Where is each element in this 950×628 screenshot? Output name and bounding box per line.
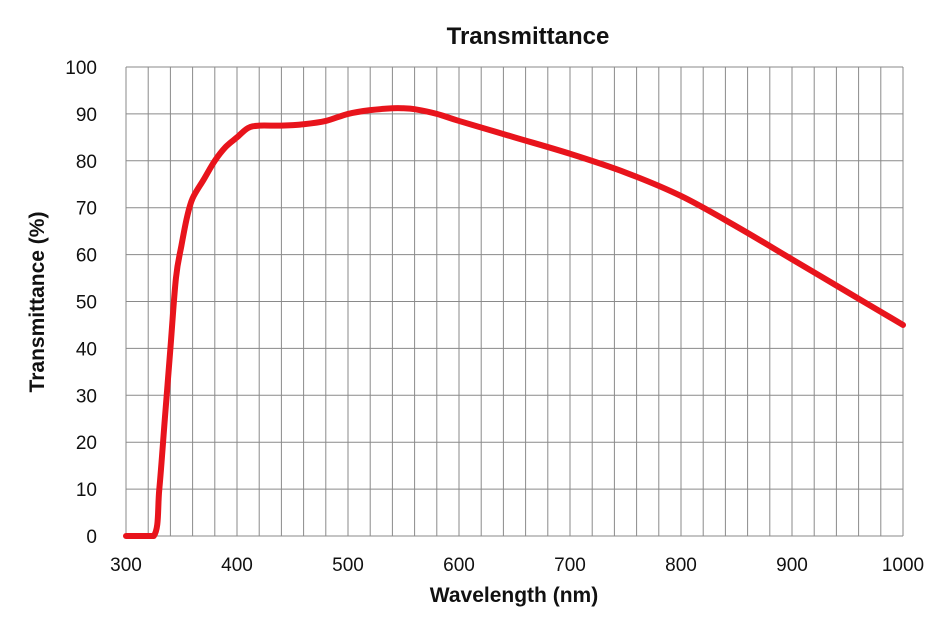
y-tick-label: 100 <box>65 58 97 79</box>
y-tick-label: 60 <box>76 246 97 267</box>
y-axis-ticks: 0 10 20 30 40 50 60 70 80 90 100 <box>65 58 97 548</box>
y-tick-label: 50 <box>76 293 97 314</box>
y-tick-label: 70 <box>76 199 97 220</box>
x-axis-ticks: 300 400 500 600 700 800 900 1000 <box>110 555 924 576</box>
x-axis-label: Wavelength (nm) <box>430 584 598 607</box>
x-tick-label: 300 <box>110 555 142 576</box>
grid <box>125 66 904 537</box>
x-tick-label: 600 <box>443 555 475 576</box>
chart-title: Transmittance <box>447 23 610 50</box>
x-tick-label: 800 <box>665 555 697 576</box>
x-tick-label: 400 <box>221 555 253 576</box>
y-tick-label: 30 <box>76 386 97 407</box>
y-tick-label: 80 <box>76 152 97 173</box>
y-tick-label: 40 <box>76 339 97 360</box>
y-axis-label: Transmittance (%) <box>26 212 49 393</box>
y-tick-label: 20 <box>76 433 97 454</box>
x-tick-label: 500 <box>332 555 364 576</box>
series-group <box>123 105 906 539</box>
x-tick-label: 1000 <box>882 555 924 576</box>
y-tick-label: 90 <box>76 105 97 126</box>
series-line <box>123 105 906 539</box>
x-tick-label: 700 <box>554 555 586 576</box>
y-tick-label: 10 <box>76 480 97 501</box>
y-tick-label: 0 <box>86 527 97 548</box>
x-tick-label: 900 <box>776 555 808 576</box>
